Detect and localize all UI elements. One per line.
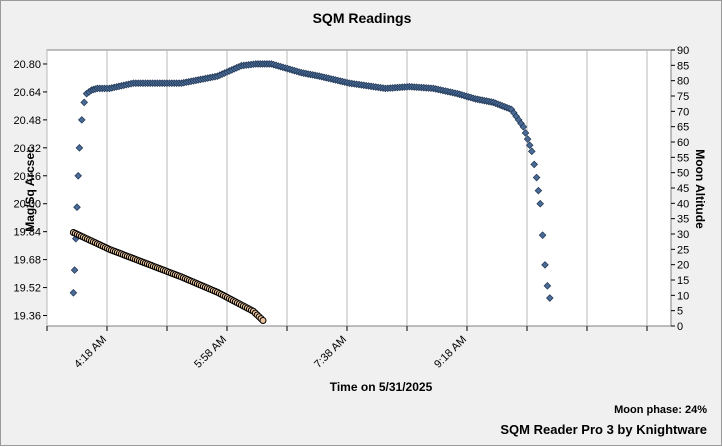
y2-tick-label: 60	[677, 137, 689, 149]
y2-tick-label: 15	[677, 275, 689, 287]
sqm-reading-point	[534, 186, 543, 195]
x-tick-label: 7:38 AM	[312, 334, 349, 371]
sqm-reading-point	[541, 261, 549, 269]
y2-tick-label: 25	[677, 244, 689, 256]
sqm-reading-point	[536, 199, 544, 208]
series-markers	[69, 60, 554, 324]
x-tick-label: 4:18 AM	[72, 334, 109, 371]
moon-phase-label: Moon phase: 24%	[614, 404, 707, 416]
y2-tick-label: 35	[677, 214, 689, 226]
sqm-reading-point	[530, 160, 538, 169]
app-credit: SQM Reader Pro 3 by Knightware	[500, 422, 707, 437]
y-tick-label: 20.32	[13, 143, 41, 155]
sqm-reading-point	[521, 129, 530, 137]
y2-tick-label: 75	[677, 91, 689, 103]
sqm-reading-point	[80, 98, 88, 107]
sqm-reading-point	[70, 266, 79, 274]
y-tick-label: 20.64	[13, 87, 41, 99]
moon-altitude-point	[259, 316, 267, 324]
y2-tick-label: 30	[677, 229, 689, 241]
sqm-reading-point	[546, 294, 554, 302]
y-tick-label: 20.16	[13, 171, 41, 183]
y2-tick-label: 5	[677, 306, 683, 318]
y-tick-label: 19.36	[13, 311, 41, 323]
sqm-reading-point	[543, 282, 552, 290]
y2-tick-label: 20	[677, 260, 689, 272]
sqm-reading-point	[528, 147, 536, 156]
chart-title: SQM Readings	[312, 10, 412, 26]
sqm-reading-point	[538, 231, 547, 239]
sqm-reading-point	[78, 116, 86, 124]
y2-tick-label: 85	[677, 60, 689, 72]
y2-tick-label: 40	[677, 198, 689, 210]
sqm-reading-point	[69, 289, 78, 297]
sqm-reading-point	[75, 144, 84, 152]
x-axis-title: Time on 5/31/2025	[329, 380, 433, 394]
y-axis-title: Mag/Sq Arcsec	[23, 146, 37, 232]
sqm-reading-point	[523, 135, 532, 143]
y2-tick-label: 65	[677, 122, 689, 134]
y2-tick-label: 90	[677, 45, 689, 57]
sqm-reading-point	[74, 171, 82, 180]
y2-tick-label: 45	[677, 183, 689, 195]
sqm-reading-point	[519, 123, 528, 131]
y-tick-label: 20.80	[13, 59, 41, 71]
y2-tick-label: 0	[677, 321, 683, 333]
sqm-reading-point	[525, 141, 534, 149]
y2-tick-label: 50	[677, 168, 689, 180]
sqm-reading-point	[73, 203, 81, 212]
y2-tick-label: 10	[677, 290, 689, 302]
y-tick-label: 20.48	[13, 115, 41, 127]
y-tick-label: 19.68	[13, 255, 41, 267]
y2-tick-label: 70	[677, 106, 689, 118]
grid-lines	[46, 50, 648, 326]
x-tick-label: 5:58 AM	[192, 334, 229, 371]
y2-tick-label: 80	[677, 76, 689, 88]
x-tick-label: 9:18 AM	[432, 334, 469, 371]
y-tick-label: 20.00	[13, 199, 41, 211]
plot-area	[46, 49, 672, 327]
moon-altitude-axis-title: Moon Altitude	[693, 149, 707, 229]
y2-tick-label: 55	[677, 152, 689, 164]
sqm-reading-point	[532, 173, 541, 182]
y-tick-label: 19.84	[13, 227, 41, 239]
y-tick-label: 19.52	[13, 283, 41, 295]
